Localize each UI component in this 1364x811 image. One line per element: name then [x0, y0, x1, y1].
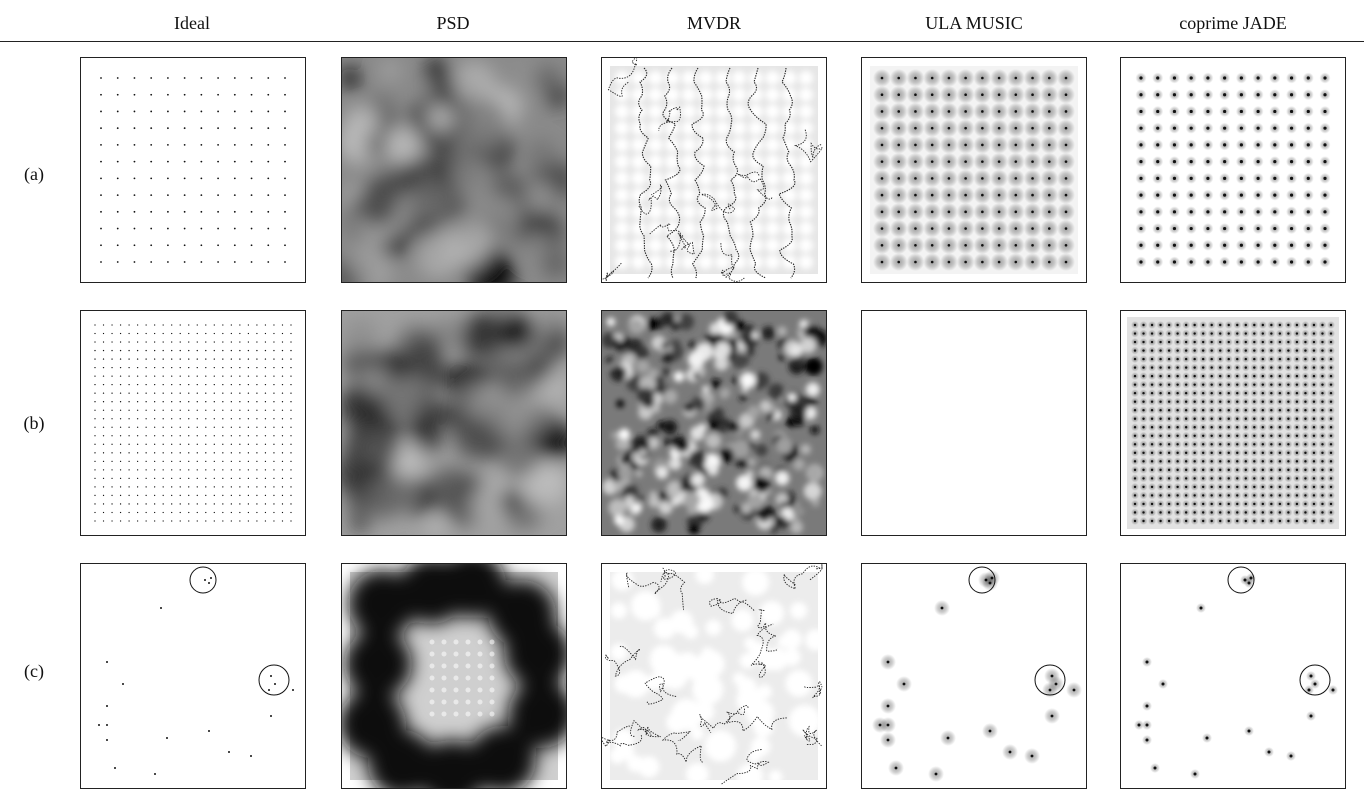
header-coprime-jade: coprime JADE: [1179, 13, 1287, 33]
panel-ideal-c: [80, 563, 306, 789]
panel-psd-b: [341, 310, 567, 536]
header-ula-music: ULA MUSIC: [925, 13, 1023, 33]
panel-ula-music-b: [861, 310, 1087, 536]
row-label-c: (c): [24, 661, 44, 681]
panel-psd-a: [341, 57, 567, 283]
panel-mvdr-c: [601, 563, 827, 789]
panel-mvdr-a: [601, 57, 827, 283]
panel-ideal-a: [80, 57, 306, 283]
header-mvdr: MVDR: [686, 13, 741, 33]
panel-coprime-jade-a: [1120, 57, 1346, 283]
panel-ula-music-c: [861, 563, 1087, 789]
panel-coprime-jade-c: [1120, 563, 1346, 789]
header-ideal: Ideal: [174, 13, 210, 33]
row-label-b: (b): [23, 413, 45, 433]
panel-psd-c: [341, 563, 567, 789]
panel-ula-music-a: [861, 57, 1087, 283]
panel-coprime-jade-b: [1120, 310, 1346, 536]
header-psd: PSD: [436, 13, 470, 33]
header-rule: [0, 41, 1364, 42]
panel-ideal-b: [80, 310, 306, 536]
row-label-a: (a): [24, 164, 44, 184]
panel-mvdr-b: [601, 310, 827, 536]
